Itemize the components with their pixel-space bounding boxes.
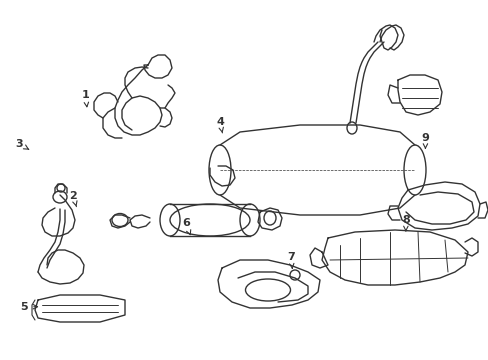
Text: 9: 9 xyxy=(421,132,428,148)
Text: 1: 1 xyxy=(81,90,89,107)
Text: 8: 8 xyxy=(401,215,409,231)
Text: 5: 5 xyxy=(20,302,38,312)
Text: 2: 2 xyxy=(69,191,77,207)
Text: 7: 7 xyxy=(286,252,294,268)
Text: 6: 6 xyxy=(182,218,190,235)
Text: 3: 3 xyxy=(16,139,29,149)
Text: 4: 4 xyxy=(216,117,224,133)
